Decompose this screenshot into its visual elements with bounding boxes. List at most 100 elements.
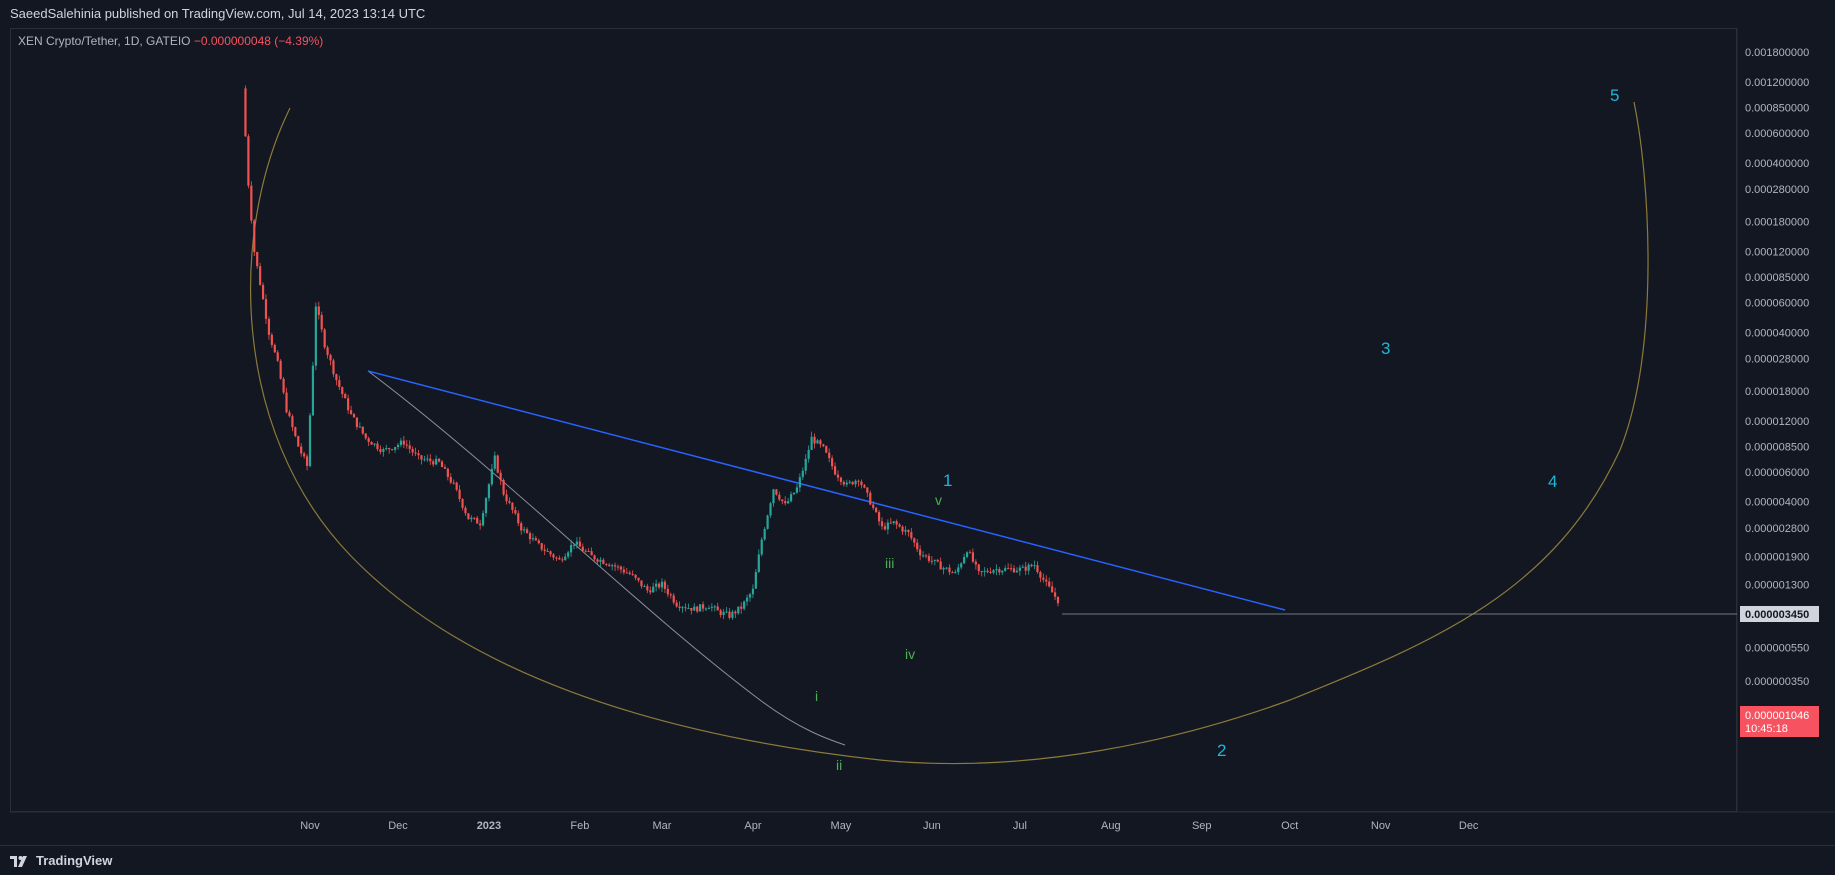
wave-label-1: 1: [943, 471, 952, 490]
candle-body: [1001, 570, 1004, 573]
candle-body: [704, 608, 708, 610]
price-axis-label: 0.000001300: [1745, 579, 1809, 591]
candle-body: [405, 444, 408, 446]
candle-body: [745, 597, 749, 602]
candle-body: [789, 494, 793, 502]
candle-body: [587, 550, 590, 552]
candle-body: [599, 559, 602, 562]
candle-body: [801, 470, 804, 478]
price-axis-label: 0.000000350: [1745, 676, 1809, 688]
candle-body: [666, 588, 669, 595]
time-axis[interactable]: Nov Dec 2023 Feb Mar Apr May Jun Jul Aug Sep Oct Nov…: [300, 820, 1479, 832]
candle-body: [423, 459, 426, 461]
candle-body: [332, 360, 335, 375]
tradingview-brand[interactable]: TradingView: [10, 853, 112, 868]
descending-trendline[interactable]: [367, 370, 1286, 611]
symbol-change: −0.000000048 (−4.39%): [193, 34, 324, 48]
candle-body: [778, 494, 781, 500]
price-axis-label: 0.000850000: [1745, 102, 1809, 114]
candle-body: [945, 567, 948, 569]
candle-body: [355, 417, 359, 427]
candle-body: [294, 427, 297, 437]
candle-body: [880, 521, 884, 527]
candlestick-chart[interactable]: 0.001800000 0.001200000 0.000850000 0.00060…: [0, 0, 1835, 845]
candle-body: [848, 481, 851, 483]
candle-body: [525, 529, 529, 534]
candle-body: [968, 552, 972, 554]
candle-body: [960, 563, 963, 568]
wave-label-i: i: [815, 688, 818, 704]
candle-body: [939, 561, 942, 570]
candle-body: [657, 583, 661, 588]
candle-body: [910, 532, 913, 539]
candle-body: [376, 443, 379, 450]
time-axis-label: Jul: [1013, 820, 1027, 832]
candle-body: [825, 446, 828, 453]
candle-body: [256, 252, 259, 267]
candle-body: [297, 436, 300, 447]
candle-body: [273, 344, 276, 353]
candle-body: [743, 601, 746, 609]
candle-body: [317, 306, 320, 315]
candle-body: [1024, 566, 1027, 571]
candle-body: [341, 387, 344, 395]
cycle-arc[interactable]: [250, 101, 1649, 765]
time-axis-label: Nov: [1371, 820, 1391, 832]
time-axis-label: Nov: [300, 820, 320, 832]
candle-body: [282, 378, 285, 393]
candle-body: [719, 610, 722, 616]
candle-body: [1036, 565, 1039, 573]
candle-body: [361, 426, 364, 434]
decline-curve[interactable]: [367, 370, 846, 746]
price-axis-label: 0.000180000: [1745, 217, 1809, 229]
price-axis-label: 0.000060000: [1745, 297, 1809, 309]
time-axis-label: Dec: [388, 820, 408, 832]
candle-body: [660, 581, 664, 588]
reference-price-badge: [1740, 606, 1819, 622]
candle-body: [613, 565, 617, 567]
candle-body: [942, 567, 945, 570]
candle-body: [634, 574, 637, 578]
candle-body: [247, 136, 250, 186]
candles-group: [244, 85, 1060, 620]
price-axis[interactable]: 0.001800000 0.001200000 0.000850000 0.00060…: [1745, 47, 1809, 688]
candle-body: [833, 466, 837, 475]
publisher-header: SaeedSalehinia published on TradingView.…: [0, 0, 1835, 28]
price-axis-label: 0.000600000: [1745, 128, 1809, 140]
price-axis-label: 0.000006000: [1745, 467, 1809, 479]
candle-body: [895, 521, 898, 525]
candle-body: [352, 413, 356, 418]
candle-body: [734, 611, 737, 614]
candle-body: [663, 581, 667, 589]
candle-body: [508, 501, 511, 503]
candle-body: [784, 501, 787, 504]
candle-body: [863, 485, 866, 488]
candle-body: [514, 509, 517, 514]
candle-body: [455, 482, 458, 490]
candle-body: [393, 447, 397, 450]
candle-body: [511, 502, 514, 510]
candle-body: [326, 347, 329, 355]
candle-body: [713, 606, 716, 608]
candle-body: [531, 538, 535, 540]
candle-body: [913, 538, 916, 543]
time-axis-label: Dec: [1459, 820, 1479, 832]
price-axis-label: 0.000040000: [1745, 327, 1809, 339]
candle-body: [681, 607, 684, 609]
footer-bar: TradingView: [0, 845, 1835, 875]
candle-body: [464, 507, 467, 514]
candle-body: [898, 524, 901, 527]
candle-body: [839, 477, 843, 482]
candle-body: [479, 523, 482, 526]
time-axis-label: 2023: [477, 820, 501, 832]
price-axis-label: 0.001200000: [1745, 77, 1809, 89]
candle-body: [860, 481, 863, 486]
candle-body: [1009, 568, 1013, 570]
candle-body: [631, 573, 634, 575]
candle-body: [716, 606, 719, 611]
candle-body: [707, 607, 711, 609]
candle-body: [567, 552, 570, 557]
candle-body: [748, 594, 752, 598]
candle-body: [951, 572, 954, 574]
symbol-legend[interactable]: XEN Crypto/Tether, 1D, GATEIO −0.0000000…: [18, 34, 323, 48]
